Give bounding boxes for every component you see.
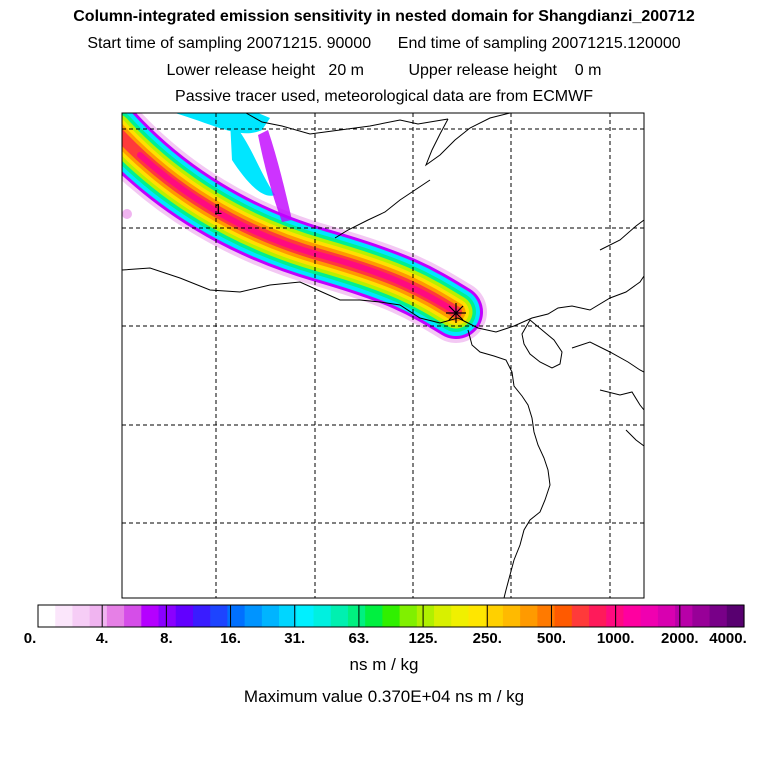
colorbar-swatch bbox=[554, 605, 573, 627]
colorbar-frame bbox=[37, 604, 745, 628]
colorbar-swatch bbox=[692, 605, 711, 627]
colorbar-swatch bbox=[623, 605, 642, 627]
colorbar-tick-label: 4000. bbox=[709, 630, 747, 647]
colorbar-swatch bbox=[296, 605, 315, 627]
colorbar-swatch bbox=[640, 605, 659, 627]
colorbar-swatch bbox=[192, 605, 211, 627]
colorbar-swatch bbox=[106, 605, 125, 627]
colorbar-tick-label: 63. bbox=[348, 630, 370, 647]
colorbar-tick-label: 1000. bbox=[596, 630, 635, 647]
receptor-marker bbox=[446, 303, 466, 323]
colorbar-swatch bbox=[210, 605, 229, 627]
colorbar bbox=[37, 604, 745, 628]
colorbar-swatch bbox=[330, 605, 349, 627]
colorbar-swatch bbox=[141, 605, 160, 627]
colorbar-swatch bbox=[571, 605, 590, 627]
colorbar-tick-label: 0. bbox=[23, 630, 37, 647]
tracer-note: Passive tracer used, meteorological data… bbox=[175, 88, 593, 105]
colorbar-swatch bbox=[279, 605, 297, 627]
colorbar-swatch bbox=[347, 605, 366, 627]
colorbar-tick-label: 2000. bbox=[661, 630, 699, 647]
grid-lines bbox=[122, 113, 644, 598]
colorbar-tick-label: 4. bbox=[95, 630, 109, 647]
release-heights: Lower release height 20 m Upper release … bbox=[166, 62, 602, 79]
plume-north-lobe bbox=[175, 113, 270, 134]
coastlines bbox=[122, 113, 644, 598]
colorbar-swatch bbox=[382, 605, 401, 627]
colorbar-swatch bbox=[365, 605, 383, 627]
colorbar-swatch bbox=[244, 605, 263, 627]
colorbar-swatch bbox=[38, 605, 56, 627]
colorbar-swatch bbox=[72, 605, 91, 627]
colorbar-tick-label: 125. bbox=[408, 630, 438, 647]
colorbar-swatch bbox=[451, 605, 470, 627]
sampling-times: Start time of sampling 20071215. 90000 E… bbox=[87, 35, 681, 52]
colorbar-tick-label: 8. bbox=[160, 630, 173, 647]
colorbar-swatch bbox=[124, 605, 142, 627]
colorbar-tick-label: 500. bbox=[536, 630, 567, 647]
colorbar-swatch bbox=[399, 605, 418, 627]
colorbar-swatch bbox=[416, 605, 435, 627]
contour-label: 1 bbox=[214, 201, 222, 218]
colorbar-swatch bbox=[709, 605, 728, 627]
colorbar-tick-label: 31. bbox=[284, 630, 306, 647]
colorbar-swatch bbox=[261, 605, 280, 627]
colorbar-unit: ns m / kg bbox=[349, 655, 419, 674]
colorbar-swatch bbox=[175, 605, 194, 627]
plume-speck bbox=[122, 209, 132, 219]
maximum-value: Maximum value 0.370E+04 ns m / kg bbox=[243, 687, 525, 706]
colorbar-swatch bbox=[468, 605, 487, 627]
plume-edge bbox=[258, 130, 292, 222]
colorbar-swatch bbox=[55, 605, 74, 627]
colorbar-swatch bbox=[589, 605, 607, 627]
colorbar-swatch bbox=[313, 605, 332, 627]
colorbar-swatch bbox=[158, 605, 177, 627]
colorbar-swatch bbox=[675, 605, 693, 627]
colorbar-swatch bbox=[537, 605, 556, 627]
colorbar-tick-label: 250. bbox=[472, 630, 502, 647]
plume-layer bbox=[122, 113, 487, 343]
colorbar-tick-label: 16. bbox=[220, 630, 241, 647]
colorbar-swatch bbox=[657, 605, 676, 627]
colorbar-swatch bbox=[520, 605, 538, 627]
colorbar-swatch bbox=[227, 605, 246, 627]
colorbar-swatch bbox=[726, 605, 745, 627]
map-title: Column-integrated emission sensitivity i… bbox=[73, 8, 695, 25]
colorbar-swatch bbox=[485, 605, 504, 627]
map-frame bbox=[121, 112, 645, 599]
colorbar-swatch bbox=[434, 605, 452, 627]
colorbar-swatch bbox=[89, 605, 108, 627]
plume-branch bbox=[230, 120, 275, 196]
colorbar-swatch bbox=[502, 605, 521, 627]
